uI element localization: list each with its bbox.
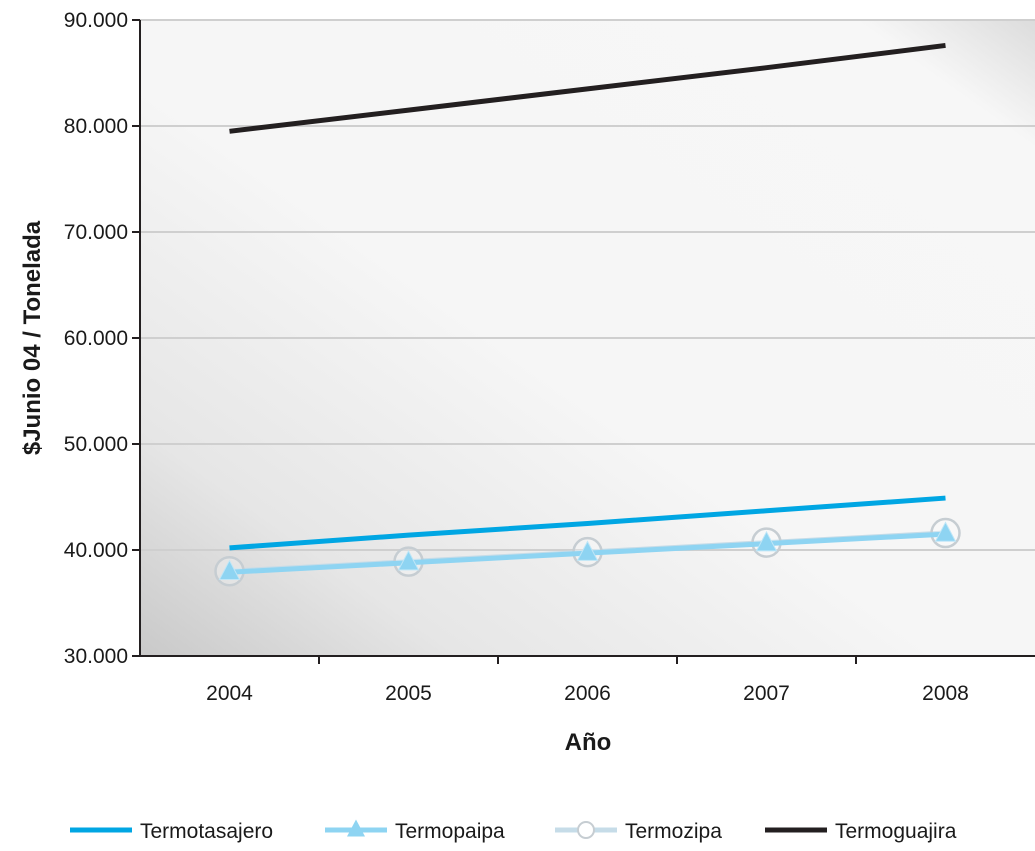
- y-tick-label: 50.000: [64, 433, 128, 456]
- x-tick-label: 2007: [743, 682, 790, 705]
- x-tick-label: 2004: [206, 682, 253, 705]
- y-tick-label: 70.000: [64, 221, 128, 244]
- x-tick-label: 2008: [922, 682, 969, 705]
- legend-marker-circle: [578, 822, 594, 838]
- legend-label: Termotasajero: [140, 820, 273, 843]
- x-axis-title: Año: [565, 729, 612, 756]
- legend-label: Termopaipa: [395, 820, 505, 843]
- legend-label: Termoguajira: [835, 820, 957, 843]
- legend-label: Termozipa: [625, 820, 722, 843]
- legend-item-termozipa: Termozipa: [555, 820, 722, 843]
- x-tick-label: 2005: [385, 682, 432, 705]
- y-tick-label: 40.000: [64, 539, 128, 562]
- legend-item-termoguajira: Termoguajira: [765, 820, 957, 843]
- legend: Termotasajero Termopaipa Termozipa Termogua…: [70, 819, 957, 843]
- y-axis-title: $Junio 04 / Tonelada: [19, 220, 46, 455]
- y-tick-label: 30.000: [64, 645, 128, 668]
- legend-item-termopaipa: Termopaipa: [325, 819, 505, 843]
- legend-item-termotasajero: Termotasajero: [70, 820, 273, 843]
- x-tick-label: 2006: [564, 682, 611, 705]
- y-tick-label: 90.000: [64, 9, 128, 32]
- y-tick-label: 80.000: [64, 115, 128, 138]
- y-tick-label: 60.000: [64, 327, 128, 350]
